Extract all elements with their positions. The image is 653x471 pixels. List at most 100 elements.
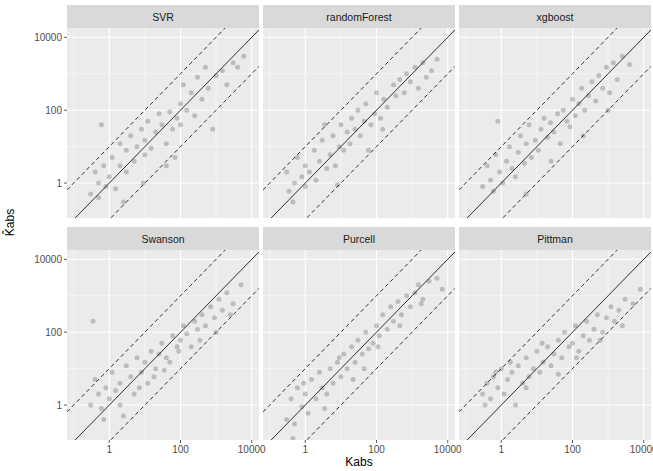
point: [110, 155, 115, 160]
reference-line: [263, 252, 455, 440]
plot-area: [263, 28, 455, 218]
point: [292, 422, 297, 427]
point: [224, 82, 229, 87]
point: [192, 113, 197, 118]
point: [93, 170, 98, 175]
point: [395, 299, 400, 304]
point: [540, 341, 545, 346]
point: [556, 338, 561, 343]
point: [358, 133, 363, 138]
reference-line: [67, 66, 259, 218]
point: [488, 178, 493, 183]
point: [128, 133, 133, 138]
point: [137, 385, 142, 390]
minor-grid: [73, 28, 74, 218]
point: [393, 93, 398, 98]
point: [216, 297, 221, 302]
grid-line: [263, 183, 455, 184]
point: [596, 73, 601, 78]
minor-grid: [412, 28, 413, 218]
point: [181, 82, 186, 87]
point: [151, 374, 156, 379]
point: [604, 65, 609, 70]
tick-mark: [643, 440, 644, 443]
point: [513, 403, 518, 408]
point: [139, 127, 144, 132]
point: [203, 323, 208, 328]
panel-title: Purcell: [343, 233, 375, 245]
point: [197, 338, 202, 343]
point: [507, 144, 512, 149]
point: [284, 417, 289, 422]
point: [141, 181, 146, 186]
reference-line: [263, 28, 455, 190]
point: [574, 355, 579, 360]
point: [391, 319, 396, 324]
point: [338, 374, 343, 379]
point: [345, 366, 350, 371]
point: [99, 122, 104, 127]
point: [604, 315, 609, 320]
point: [529, 155, 534, 160]
minor-grid: [67, 146, 259, 147]
point: [199, 312, 204, 317]
plot-area: [67, 250, 259, 440]
tick-mark: [501, 440, 502, 443]
point: [295, 155, 300, 160]
plot-area: [459, 250, 651, 440]
point: [483, 403, 488, 408]
point: [224, 290, 229, 295]
tick-label: 100: [45, 105, 62, 116]
panel-background: [263, 28, 455, 218]
point: [195, 75, 200, 80]
point: [309, 377, 314, 382]
point: [170, 127, 175, 132]
grid-line: [643, 250, 644, 440]
grid-line: [263, 259, 455, 260]
reference-line: [459, 28, 651, 190]
grid-line: [67, 259, 259, 260]
point: [88, 403, 93, 408]
point: [627, 62, 632, 67]
point: [416, 86, 421, 91]
point: [380, 312, 385, 317]
minor-grid: [269, 250, 270, 440]
point: [241, 54, 246, 59]
grid-line: [251, 28, 252, 218]
point: [118, 141, 123, 146]
grid-line: [501, 250, 502, 440]
grid-line: [251, 250, 252, 440]
grid-line: [447, 28, 448, 218]
point: [337, 355, 342, 360]
point: [349, 344, 354, 349]
point: [600, 86, 605, 91]
point: [124, 363, 129, 368]
panel-background: [67, 250, 259, 440]
point: [195, 327, 200, 332]
point: [189, 90, 194, 95]
point: [638, 287, 643, 292]
minor-grid: [536, 28, 537, 218]
point: [366, 346, 371, 351]
point: [502, 392, 507, 397]
panel-title: xgboost: [537, 11, 574, 23]
point: [374, 90, 379, 95]
grid-line: [459, 332, 651, 333]
point: [322, 406, 327, 411]
grid-line: [459, 37, 651, 38]
point: [570, 341, 575, 346]
point: [175, 116, 180, 121]
point: [301, 381, 306, 386]
point: [562, 330, 567, 335]
grid-line: [376, 28, 377, 218]
panel-title: SVR: [152, 11, 174, 23]
grid-line: [180, 250, 181, 440]
point: [149, 146, 154, 151]
point: [362, 366, 367, 371]
point: [570, 97, 575, 102]
minor-grid: [459, 295, 651, 296]
point: [189, 344, 194, 349]
point: [96, 392, 101, 397]
point: [608, 304, 613, 309]
point: [118, 381, 123, 386]
